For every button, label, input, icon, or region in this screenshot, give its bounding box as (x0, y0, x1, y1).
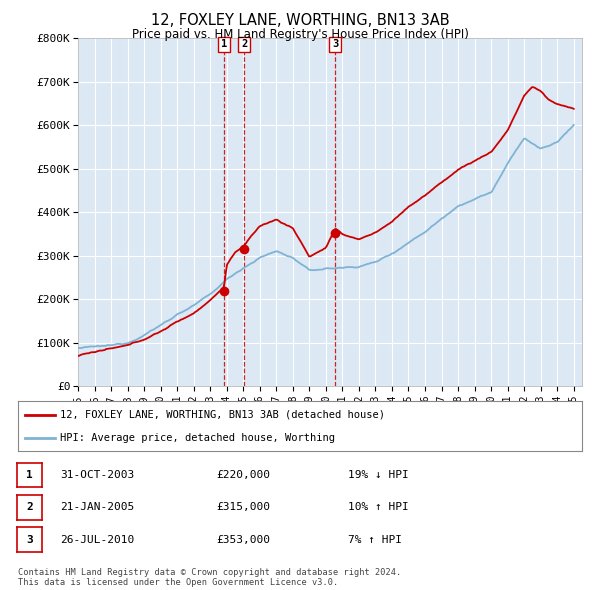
Text: 7% ↑ HPI: 7% ↑ HPI (348, 535, 402, 545)
Text: 21-JAN-2005: 21-JAN-2005 (60, 503, 134, 512)
Text: 3: 3 (26, 535, 33, 545)
Text: 1: 1 (221, 39, 227, 49)
Text: 3: 3 (332, 39, 338, 49)
Text: £353,000: £353,000 (216, 535, 270, 545)
Text: Price paid vs. HM Land Registry's House Price Index (HPI): Price paid vs. HM Land Registry's House … (131, 28, 469, 41)
Text: Contains HM Land Registry data © Crown copyright and database right 2024.
This d: Contains HM Land Registry data © Crown c… (18, 568, 401, 587)
Text: 12, FOXLEY LANE, WORTHING, BN13 3AB: 12, FOXLEY LANE, WORTHING, BN13 3AB (151, 13, 449, 28)
Text: 19% ↓ HPI: 19% ↓ HPI (348, 470, 409, 480)
Text: 12, FOXLEY LANE, WORTHING, BN13 3AB (detached house): 12, FOXLEY LANE, WORTHING, BN13 3AB (det… (60, 409, 385, 419)
Text: 31-OCT-2003: 31-OCT-2003 (60, 470, 134, 480)
Text: £220,000: £220,000 (216, 470, 270, 480)
Text: HPI: Average price, detached house, Worthing: HPI: Average price, detached house, Wort… (60, 433, 335, 443)
Text: 26-JUL-2010: 26-JUL-2010 (60, 535, 134, 545)
Text: 2: 2 (241, 39, 247, 49)
Text: 1: 1 (26, 470, 33, 480)
Text: 10% ↑ HPI: 10% ↑ HPI (348, 503, 409, 512)
Text: 2: 2 (26, 503, 33, 512)
Text: £315,000: £315,000 (216, 503, 270, 512)
